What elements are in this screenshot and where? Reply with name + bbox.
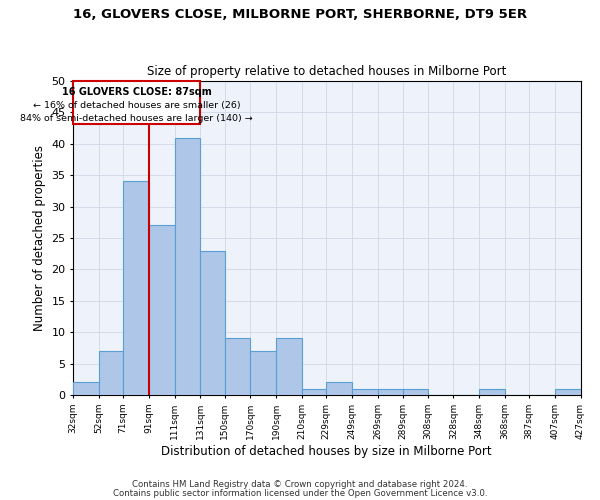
- Text: 84% of semi-detached houses are larger (140) →: 84% of semi-detached houses are larger (…: [20, 114, 253, 124]
- Text: Contains HM Land Registry data © Crown copyright and database right 2024.: Contains HM Land Registry data © Crown c…: [132, 480, 468, 489]
- Bar: [200, 250, 224, 395]
- Y-axis label: Number of detached properties: Number of detached properties: [33, 145, 46, 331]
- Bar: [73, 382, 99, 395]
- Bar: [479, 388, 505, 395]
- Bar: [403, 388, 428, 395]
- Bar: [352, 388, 377, 395]
- Bar: [250, 351, 276, 395]
- Bar: [302, 388, 326, 395]
- Text: 16 GLOVERS CLOSE: 87sqm: 16 GLOVERS CLOSE: 87sqm: [62, 88, 212, 98]
- FancyBboxPatch shape: [73, 81, 200, 124]
- Bar: [377, 388, 403, 395]
- Bar: [224, 338, 250, 395]
- Text: Contains public sector information licensed under the Open Government Licence v3: Contains public sector information licen…: [113, 489, 487, 498]
- Bar: [555, 388, 581, 395]
- Bar: [175, 138, 200, 395]
- Title: Size of property relative to detached houses in Milborne Port: Size of property relative to detached ho…: [147, 66, 506, 78]
- Text: ← 16% of detached houses are smaller (26): ← 16% of detached houses are smaller (26…: [33, 101, 241, 110]
- Bar: [276, 338, 302, 395]
- Bar: [326, 382, 352, 395]
- X-axis label: Distribution of detached houses by size in Milborne Port: Distribution of detached houses by size …: [161, 444, 492, 458]
- Bar: [123, 182, 149, 395]
- Bar: [99, 351, 123, 395]
- Text: 16, GLOVERS CLOSE, MILBORNE PORT, SHERBORNE, DT9 5ER: 16, GLOVERS CLOSE, MILBORNE PORT, SHERBO…: [73, 8, 527, 20]
- Bar: [149, 226, 175, 395]
